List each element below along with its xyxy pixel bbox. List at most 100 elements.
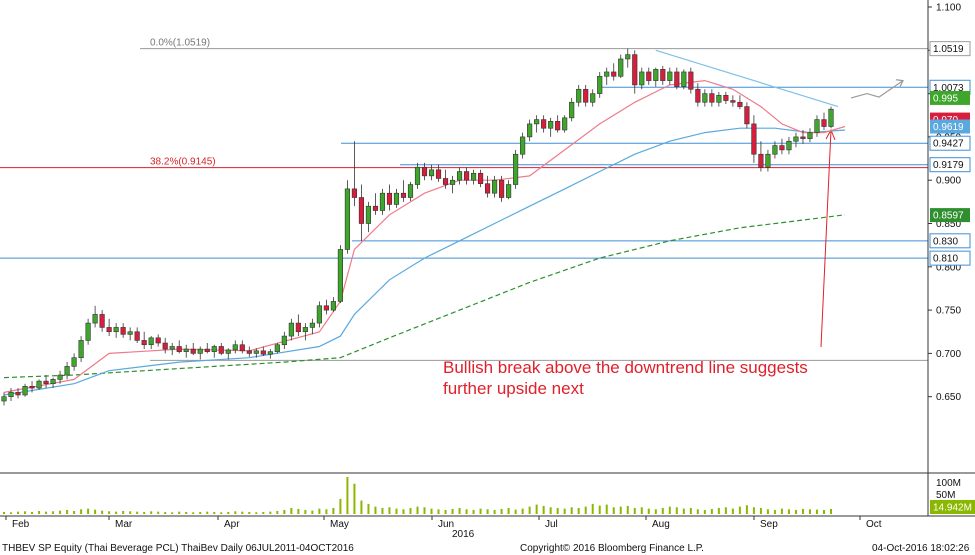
volume-bar-57 [402,509,405,514]
volume-bar-17 [122,510,125,514]
candle-body-74 [520,136,526,155]
candle-body-54 [379,192,386,211]
volume-bar-22 [157,511,160,514]
price-box-label-3: 0.8597 [933,211,964,222]
candle-body-18 [127,331,133,335]
candle-body-88 [618,58,624,77]
volume-bar-9 [66,509,69,514]
volume-bar-101 [710,508,713,514]
candle-body-9 [64,366,70,376]
volume-bar-67 [472,509,475,514]
candle-body-63 [442,178,449,185]
volume-bar-90 [633,507,636,514]
candle-body-83 [583,88,589,103]
volume-bar-7 [52,511,55,514]
candle-body-99 [695,88,701,103]
volume-bar-75 [528,506,531,514]
candle-body-80 [562,117,568,131]
candle-body-101 [709,93,715,103]
volume-bar-81 [570,507,573,514]
projection-arrow-head [895,79,904,87]
volume-bar-47 [332,507,335,514]
volume-bar-14 [101,510,104,514]
candle-body-61 [428,169,435,177]
candle-body-95 [667,71,673,81]
volume-bar-87 [612,507,615,514]
volume-bar-5 [38,510,41,514]
x-tick-label-1: Mar [115,519,133,530]
volume-bar-59 [416,506,419,514]
candle-body-90 [632,54,638,86]
candle-body-47 [330,301,336,311]
volume-bar-97 [682,508,685,514]
annotation-line-1: Bullish break above the downtrend line s… [443,358,808,377]
volume-bar-33 [234,511,237,514]
candle-body-15 [106,327,112,333]
candle-body-59 [414,166,421,185]
candle-body-0 [1,396,7,402]
candle-body-1 [8,392,14,397]
candle-body-72 [506,184,512,198]
candle-body-35 [246,350,252,354]
volume-bar-69 [486,509,489,514]
candle-body-91 [639,71,645,86]
candle-body-60 [421,166,428,177]
candle-body-41 [288,322,294,337]
candle-body-79 [555,121,561,131]
candle-body-97 [681,71,687,87]
volume-bar-38 [269,511,272,514]
volume-bar-111 [780,508,783,514]
candle-body-14 [99,314,105,328]
price-box-label-2: 0.9619 [933,122,964,133]
candle-body-96 [674,71,680,87]
y-tick-label-5: 0.850 [936,219,961,230]
candle-body-81 [569,101,575,119]
level-label-0: 1.0519 [933,44,964,55]
volume-bar-100 [703,509,706,514]
volume-bar-112 [787,509,790,514]
level-label-3: 0.9179 [933,160,964,171]
volume-bar-34 [241,511,244,514]
volume-bar-85 [598,505,601,514]
candle-body-25 [176,346,182,352]
candle-body-57 [400,192,407,198]
volume-bar-88 [619,506,622,514]
x-axis-year: 2016 [452,529,475,540]
volume-bar-77 [542,505,545,514]
candle-body-103 [723,95,729,101]
volume-bar-1 [10,512,13,514]
volume-bar-8 [59,510,62,514]
volume-bar-3 [24,511,27,514]
candle-body-12 [85,322,91,341]
volume-bar-106 [745,505,748,514]
moving-averages [3,79,846,396]
candle-body-52 [365,205,372,224]
y-tick-label-9: 0.650 [936,392,961,403]
volume-bar-12 [87,508,90,514]
candle-body-104 [730,100,736,103]
volume-bar-68 [479,508,482,514]
volume-bar-28 [199,511,202,514]
level-box-6 [929,250,971,266]
volume-bar-74 [521,508,524,514]
labels: 1.0519 1.0073 0.9427 0.9179 0.830 0.810 0.0%(1… [150,38,975,514]
downtrend-line [655,49,839,108]
candle-body-94 [660,69,666,81]
candle-body-2 [15,392,21,396]
level-box-3 [929,157,971,173]
candle-body-117 [821,119,827,127]
volume-bar-27 [192,512,195,514]
candle-body-58 [407,184,414,198]
volume-bar-6 [45,511,48,514]
volume-bar-2 [17,511,20,514]
candle-body-64 [449,179,456,185]
candle-body-116 [814,119,820,133]
volume-tick-label-1: 50M [936,490,955,501]
volume-current-label: 14.942M [933,503,972,514]
candle-body-78 [548,121,554,129]
volume-bar-0 [3,511,5,514]
candle-body-7 [50,379,56,385]
volume-bar-54 [381,507,384,514]
footer-left: THBEV SP Equity (Thai Beverage PCL) Thai… [2,543,354,554]
volume-bar-50 [353,483,356,514]
